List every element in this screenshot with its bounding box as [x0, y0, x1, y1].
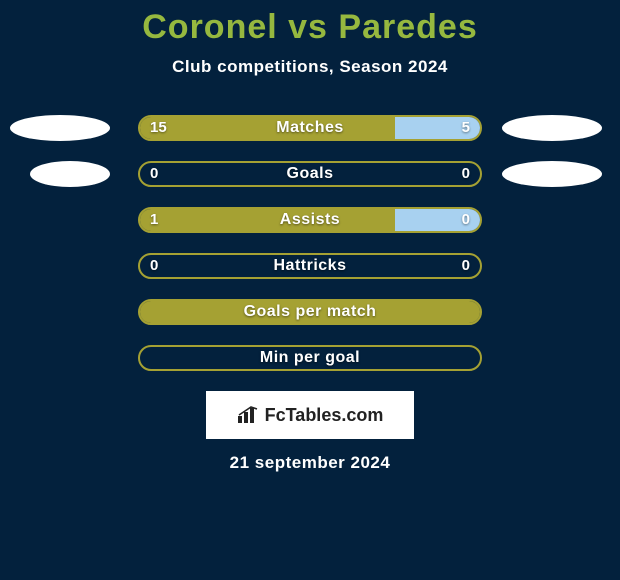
date-label: 21 september 2024	[0, 453, 620, 473]
player-pill-left	[30, 161, 110, 187]
stat-label: Goals per match	[140, 301, 480, 323]
player-pill-right	[502, 115, 602, 141]
stat-bar: 10Assists	[138, 207, 482, 233]
stat-label: Min per goal	[140, 347, 480, 369]
stat-label: Assists	[140, 209, 480, 231]
stat-row: 00Hattricks	[0, 253, 620, 279]
stat-row: 155Matches	[0, 115, 620, 141]
stat-row: Goals per match	[0, 299, 620, 325]
brand-box: FcTables.com	[206, 391, 414, 439]
stat-row: 00Goals	[0, 161, 620, 187]
chart-icon	[237, 406, 259, 424]
stat-row: Min per goal	[0, 345, 620, 371]
stats-rows: 155Matches 00Goals 10Assists 00Hattricks Goa…	[0, 115, 620, 371]
page-title: Coronel vs Paredes	[0, 0, 620, 47]
stat-row: 10Assists	[0, 207, 620, 233]
stat-bar: 00Goals	[138, 161, 482, 187]
stat-bar: Min per goal	[138, 345, 482, 371]
stat-bar: 155Matches	[138, 115, 482, 141]
stat-label: Matches	[140, 117, 480, 139]
stat-label: Hattricks	[140, 255, 480, 277]
comparison-card: Coronel vs Paredes Club competitions, Se…	[0, 0, 620, 580]
subtitle: Club competitions, Season 2024	[0, 57, 620, 77]
player-pill-left	[10, 115, 110, 141]
brand-text: FcTables.com	[265, 405, 384, 426]
stat-label: Goals	[140, 163, 480, 185]
player-pill-right	[502, 161, 602, 187]
stat-bar: Goals per match	[138, 299, 482, 325]
stat-bar: 00Hattricks	[138, 253, 482, 279]
